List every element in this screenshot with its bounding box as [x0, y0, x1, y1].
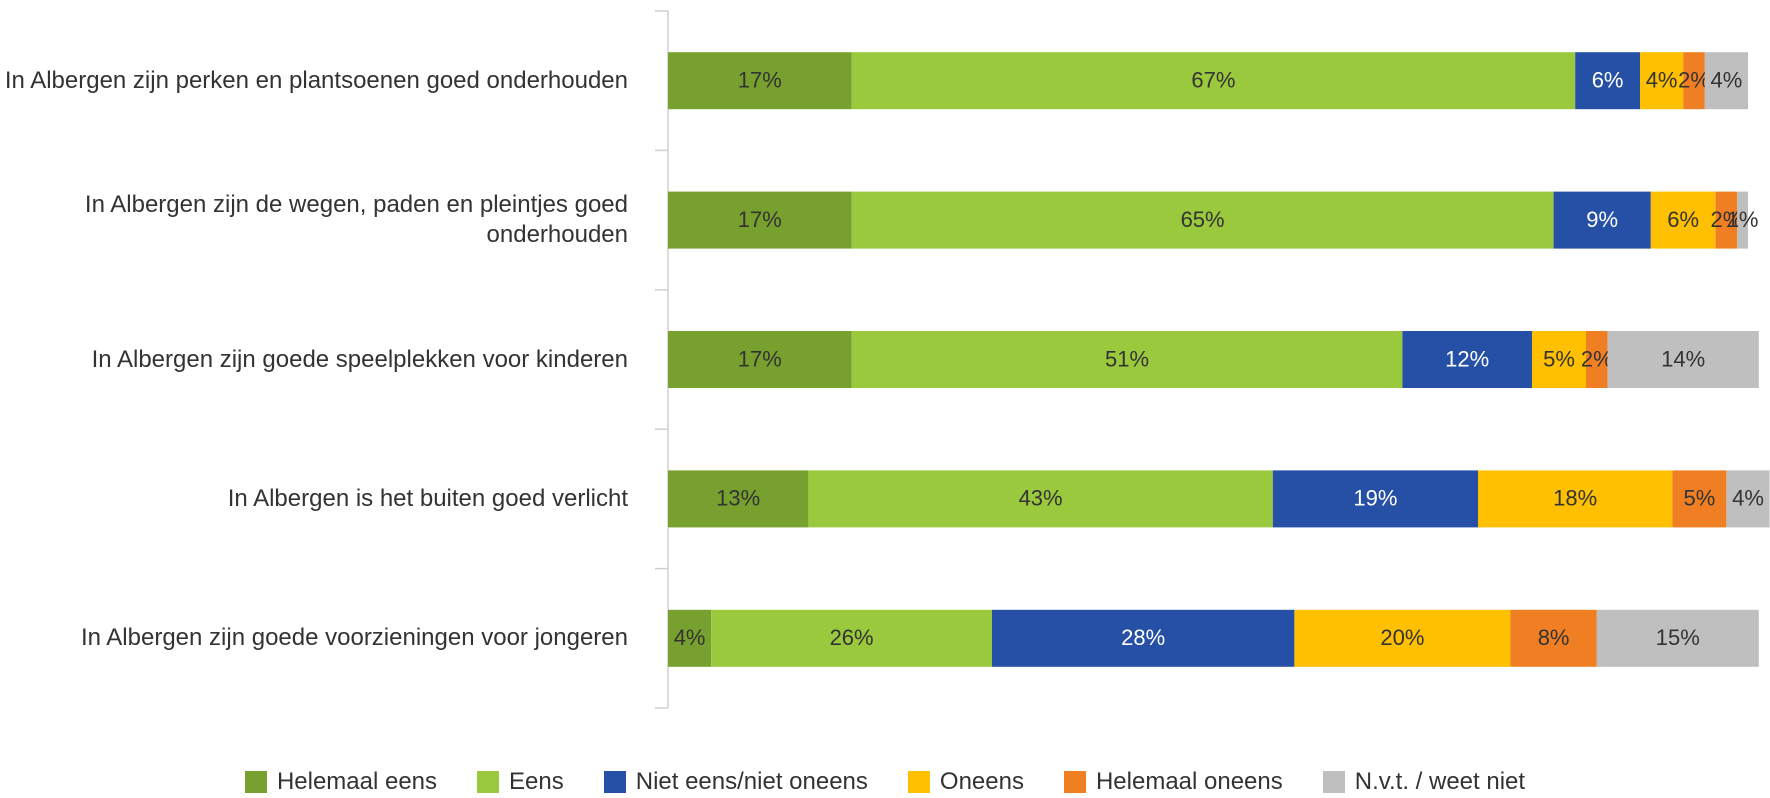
bar-segment — [1532, 331, 1586, 388]
category-label: In Albergen is het buiten goed verlicht — [227, 484, 628, 512]
value-label: 26% — [830, 625, 874, 650]
legend-swatch — [477, 771, 500, 793]
bar-segment — [668, 191, 852, 249]
bar-segment — [1726, 470, 1770, 528]
value-label: 2% — [1581, 346, 1613, 371]
value-label: 43% — [1019, 486, 1063, 511]
value-label: 28% — [1121, 625, 1165, 650]
legend-label: Helemaal oneens — [1095, 768, 1283, 795]
value-label: 19% — [1353, 486, 1397, 511]
bar-segment — [1586, 331, 1608, 388]
value-label: 6% — [1592, 68, 1624, 93]
legend-swatch — [907, 771, 930, 793]
value-label: 5% — [1543, 346, 1575, 371]
bar-segment — [711, 609, 992, 667]
category-label: In Albergen zijn goede voorzieningen voo… — [80, 624, 628, 652]
value-label: 4% — [1646, 68, 1678, 93]
bar-segment — [1672, 470, 1727, 528]
category-label: In Albergen zijn goede speelplekken voor… — [91, 345, 628, 373]
value-label: 6% — [1667, 207, 1699, 232]
legend: Helemaal eens Eens Niet eens/niet oneens On… — [0, 768, 1770, 796]
bar-segment — [1294, 609, 1511, 667]
value-label: 4% — [674, 625, 706, 650]
value-label: 15% — [1656, 625, 1700, 650]
bar-segment — [668, 331, 852, 388]
value-label: 2% — [1678, 68, 1710, 93]
value-label: 17% — [738, 68, 782, 93]
value-label: 4% — [1711, 68, 1743, 93]
category-label: In Albergen zijn perken en plantsoenen g… — [4, 66, 628, 94]
value-label: 13% — [716, 486, 760, 511]
value-label: 8% — [1538, 625, 1570, 650]
bar-segment — [1510, 609, 1597, 667]
bar-segment — [992, 609, 1295, 667]
category-label: In Albergen zijn de wegen, paden en plei… — [84, 191, 628, 249]
legend-label: Eens — [509, 768, 564, 795]
bar-segment — [668, 52, 852, 110]
bar-segment — [1640, 52, 1684, 110]
bar-segment — [851, 331, 1403, 388]
value-label: 9% — [1586, 207, 1618, 232]
bar-segment — [1737, 191, 1748, 249]
legend-label: N.v.t. / weet niet — [1354, 768, 1526, 795]
bar-segment — [851, 52, 1576, 110]
legend-label: Niet eens/niet oneens — [635, 768, 868, 795]
bar-segment — [808, 470, 1273, 528]
bar-segment — [1596, 609, 1759, 667]
bar-segment — [851, 191, 1554, 249]
value-label: 65% — [1181, 207, 1225, 232]
bar-segment — [1650, 191, 1716, 249]
legend-item: Helemaal eens — [244, 768, 438, 796]
legend-item: Eens — [477, 768, 564, 796]
legend-item: Niet eens/niet oneens — [603, 768, 868, 796]
legend-item: Oneens — [907, 768, 1024, 796]
value-label: 12% — [1445, 346, 1489, 371]
bar-segment — [1272, 470, 1478, 528]
value-label: 18% — [1553, 486, 1597, 511]
legend-swatch — [1322, 771, 1345, 793]
value-label: 4% — [1732, 486, 1764, 511]
bar-segment — [1683, 52, 1705, 110]
legend-swatch — [603, 771, 626, 793]
legend-label: Helemaal eens — [276, 768, 438, 795]
bar-segment — [1575, 52, 1640, 110]
value-label: 67% — [1191, 68, 1235, 93]
legend-label: Oneens — [939, 768, 1024, 795]
legend-swatch — [1063, 771, 1086, 793]
bar-segment — [1402, 331, 1532, 388]
bar-segment — [668, 470, 809, 528]
legend-swatch — [244, 771, 267, 793]
bar-segment — [1478, 470, 1673, 528]
value-label: 1% — [1727, 207, 1759, 232]
plot: 17% 67% 6% 4% 2% 4%17% 65% 9% 6% 2%1%17% 51% 12% 5% 2… — [655, 10, 1770, 709]
bar-segment — [1607, 331, 1759, 388]
bar-segment — [1704, 52, 1748, 110]
value-label: 5% — [1684, 486, 1716, 511]
bar-segment — [668, 609, 712, 667]
value-label: 14% — [1661, 346, 1705, 371]
bar-segment — [1553, 191, 1651, 249]
bar-segment — [1715, 191, 1738, 249]
value-label: 51% — [1105, 346, 1149, 371]
legend-item: Helemaal oneens — [1063, 768, 1283, 796]
value-label: 17% — [738, 207, 782, 232]
value-label: 2% — [1711, 207, 1743, 232]
value-label: 20% — [1380, 625, 1424, 650]
value-label: 17% — [738, 346, 782, 371]
legend-item: N.v.t. / weet niet — [1322, 768, 1526, 796]
